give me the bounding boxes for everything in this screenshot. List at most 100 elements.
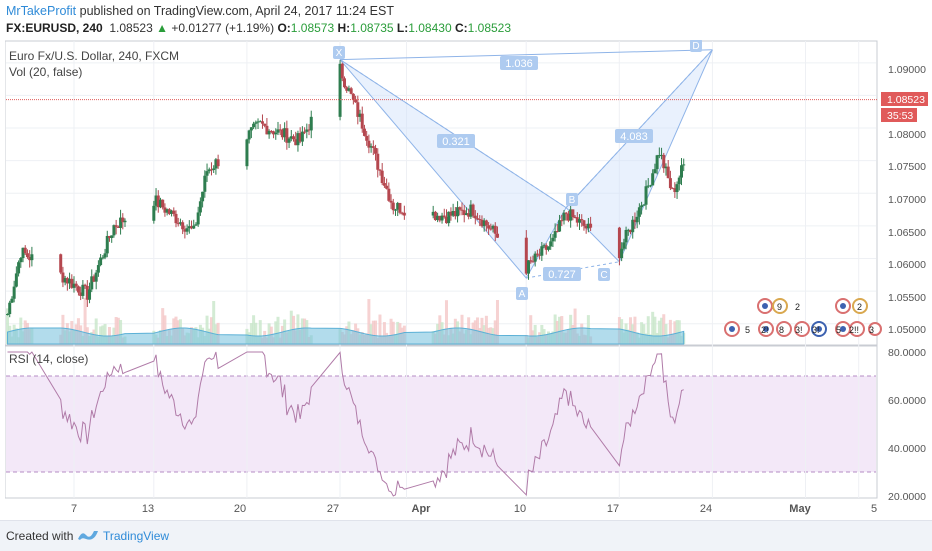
volume-bar — [276, 316, 280, 344]
candle-body — [88, 289, 92, 300]
candle-body — [560, 220, 564, 222]
candle-body — [65, 278, 69, 284]
candle-body — [671, 188, 675, 190]
volume-bar — [267, 323, 271, 344]
flag-icon-center — [762, 303, 768, 309]
candle-body — [385, 185, 389, 189]
candle-body — [269, 130, 273, 132]
flag-icon[interactable] — [852, 298, 868, 314]
candle-body — [469, 204, 473, 217]
volume-bar — [629, 317, 633, 344]
flag-icon[interactable] — [772, 298, 788, 314]
time-axis[interactable]: 7 13 20 27 Apr 10 17 24 May 5 — [71, 503, 877, 515]
event-count: 2!! — [849, 325, 859, 335]
candle-body — [476, 218, 480, 220]
candle-body — [85, 285, 89, 300]
harmonic-pattern[interactable] — [339, 49, 713, 279]
candle-body — [12, 286, 16, 299]
candle-body — [181, 222, 185, 230]
candle-body — [263, 123, 267, 126]
candle-body — [167, 209, 171, 214]
candle-body — [380, 170, 384, 184]
volume-bar — [249, 323, 253, 344]
rsi-axis[interactable]: 80.0000 60.0000 40.0000 20.0000 — [888, 347, 926, 503]
volume-bar — [664, 324, 668, 344]
flag-icon[interactable] — [794, 321, 810, 337]
rsi-legend[interactable]: RSI (14, close) — [9, 352, 88, 366]
candle-body — [123, 220, 127, 223]
candle-body — [212, 168, 216, 170]
close-label: C: — [454, 21, 468, 35]
candle-body — [551, 237, 555, 242]
flag-icon[interactable] — [776, 321, 792, 337]
volume-bar — [540, 324, 544, 344]
volume-bar — [495, 300, 499, 344]
candle-body — [580, 219, 584, 221]
event-count: 3! — [795, 325, 803, 335]
candle-body — [458, 207, 462, 210]
candle-body — [258, 121, 262, 123]
candle-body — [482, 220, 486, 227]
countdown-label: 35:53 — [887, 110, 913, 122]
candle-body — [444, 216, 448, 224]
rsi-band — [6, 376, 876, 472]
candle-body — [252, 123, 256, 128]
volume-bar — [205, 315, 209, 344]
volume-average-area — [7, 327, 685, 345]
price-axis[interactable]: 1.09000 1.08000 1.07500 1.07000 1.06500 … — [881, 64, 928, 336]
point-x-label: X — [336, 48, 343, 59]
volume-legend[interactable]: Vol (20, false) — [9, 65, 82, 79]
candle-body — [274, 132, 278, 135]
volume-bar — [254, 322, 258, 344]
volume-bar — [396, 321, 400, 344]
point-a-box — [516, 287, 528, 300]
volume-bar — [378, 314, 382, 344]
candle-body — [338, 63, 342, 117]
volume-bar — [103, 323, 107, 344]
symbol-legend[interactable]: Euro Fx/U.S. Dollar, 240, FXCM — [9, 49, 179, 63]
candle-body — [161, 199, 165, 208]
high-label: H: — [337, 21, 351, 35]
point-c-box — [598, 268, 610, 281]
candle-body — [23, 247, 27, 254]
candle-body — [473, 215, 477, 219]
close-value: 1.08523 — [467, 21, 512, 35]
economic-events[interactable]: 5 2! 9 2 8 3! 3! 5 2 2!! 3 — [724, 298, 882, 337]
candle-body — [172, 210, 176, 214]
candle-body — [462, 210, 466, 216]
price-chart[interactable]: X D A B C 1.036 0.321 4.083 0.727 5 2! 9… — [5, 40, 929, 520]
volume-bar — [646, 316, 650, 344]
candle-body — [94, 272, 98, 282]
pattern-line-xd — [339, 49, 713, 61]
candle-body — [664, 166, 668, 169]
volume-bar — [114, 317, 118, 344]
candle-body — [617, 227, 621, 259]
candle-body — [303, 131, 307, 133]
footer-brand-link[interactable]: TradingView — [103, 529, 170, 543]
rsi-tick: 80.0000 — [888, 347, 926, 359]
candle-body — [74, 283, 78, 287]
candle-body — [256, 121, 260, 123]
candle-body — [349, 88, 353, 94]
volume-bar — [274, 321, 278, 344]
low-value: 1.08430 — [408, 21, 452, 35]
candle-body — [393, 209, 397, 211]
tradingview-logo-icon[interactable] — [77, 527, 99, 543]
candle-body — [340, 63, 344, 79]
candle-body — [677, 177, 681, 185]
volume-bar — [673, 321, 677, 344]
flag-icon[interactable] — [868, 322, 882, 336]
price-tick: 1.05000 — [888, 324, 926, 336]
volume-bar — [94, 318, 98, 344]
candle-body — [566, 213, 570, 221]
candle-body — [360, 113, 364, 129]
time-tick: 7 — [71, 503, 77, 515]
candle-body — [398, 202, 402, 213]
volume-bar — [493, 320, 497, 344]
candle-body — [440, 215, 444, 221]
flag-icon[interactable] — [849, 321, 865, 337]
candle-body — [307, 129, 311, 131]
author-link[interactable]: MrTakeProfit — [6, 4, 77, 18]
volume-bar — [216, 322, 220, 344]
candle-body — [480, 219, 484, 227]
